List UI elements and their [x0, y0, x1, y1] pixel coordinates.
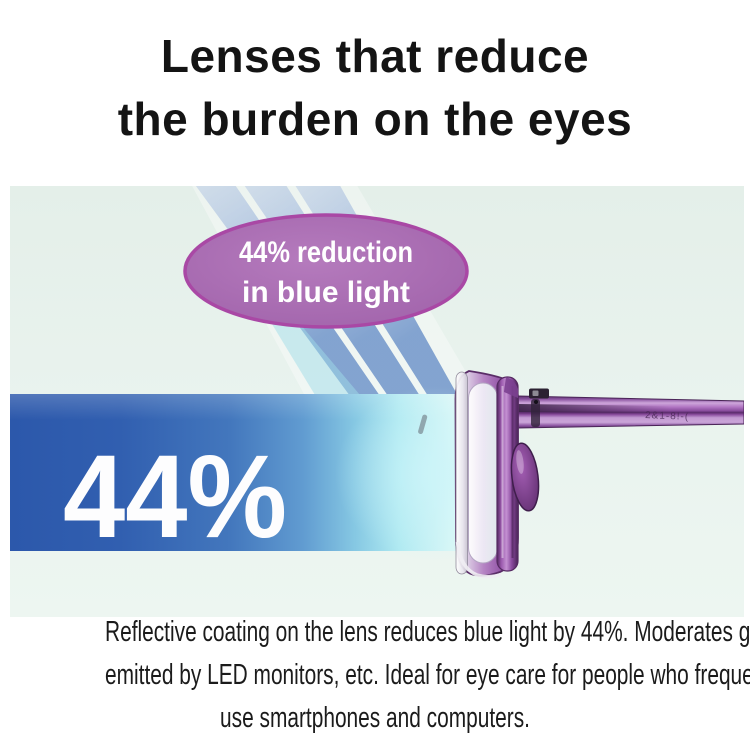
percent-label: 44%	[63, 431, 287, 563]
title-line-2: the burden on the eyes	[117, 93, 633, 145]
description-line-2: emitted by LED monitors, etc. Ideal for …	[105, 659, 750, 691]
temple-core-wire	[518, 404, 670, 413]
hinge-tab	[529, 388, 549, 399]
temple-marking: 2&1-8!-(	[645, 410, 690, 423]
hinge-pin	[532, 390, 539, 396]
reduction-badge-ellipse	[183, 213, 469, 329]
rim-front-bottom-highlight	[455, 541, 502, 579]
nose-pad	[510, 442, 540, 512]
far-temple-tip	[418, 414, 428, 435]
product-title: Lenses that reduce the burden on the eye…	[0, 25, 750, 151]
hero-photo: 44% reduction in blue light 44% 2&1-8!-(	[10, 186, 744, 617]
hinge-screw-housing	[531, 399, 540, 427]
rim-front-silver	[455, 371, 468, 575]
reduction-badge: 44% reduction in blue light	[183, 213, 469, 329]
hero-photo-canvas: 44% reduction in blue light 44% 2&1-8!-(	[10, 186, 744, 617]
description-line-3: use smartphones and computers.	[220, 702, 530, 734]
nose-pad-highlight	[516, 450, 524, 474]
badge-text-line-2: in blue light	[242, 276, 410, 309]
glasses: 2&1-8!-(	[418, 370, 744, 579]
product-description: Reflective coating on the lens reduces b…	[0, 611, 750, 740]
rim-temple-connector	[504, 377, 518, 398]
badge-text-line-1: 44% reduction	[239, 236, 413, 269]
hinge-screw	[534, 400, 538, 404]
lens	[468, 382, 498, 564]
description-line-1: Reflective coating on the lens reduces b…	[105, 616, 750, 648]
title-line-1: Lenses that reduce	[160, 30, 590, 82]
